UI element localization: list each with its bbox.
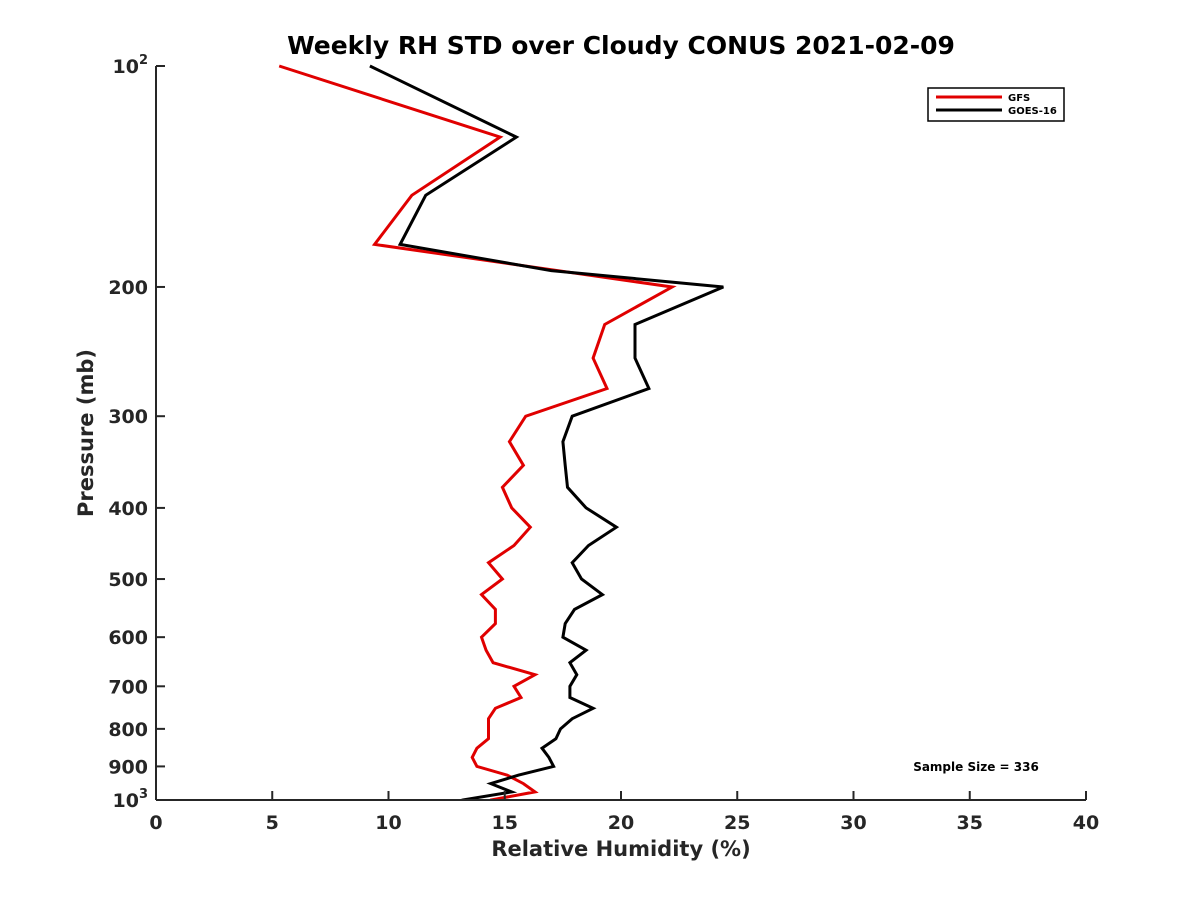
x-tick-label: 35	[957, 812, 983, 834]
legend: GFS GOES-16	[927, 87, 1065, 122]
x-tick-label: 10	[375, 812, 401, 834]
y-tick-label: 900	[108, 756, 148, 778]
legend-label-goes16: GOES-16	[1008, 106, 1057, 117]
y-tick-label: 300	[108, 406, 148, 428]
x-tick-label: 40	[1073, 812, 1099, 834]
y-tick-label: 400	[108, 498, 148, 520]
sample-size-annotation: Sample Size = 336	[913, 760, 1039, 774]
chart-title: Weekly RH STD over Cloudy CONUS 2021-02-…	[287, 31, 955, 60]
y-tick-label: 500	[108, 569, 148, 591]
x-tick-label: 30	[840, 812, 866, 834]
legend-label-gfs: GFS	[1008, 93, 1030, 104]
y-tick-label: 102	[113, 53, 149, 78]
x-tick-label: 5	[266, 812, 279, 834]
x-tick-label: 20	[608, 812, 634, 834]
series-layer	[278, 64, 724, 800]
series-line-goes16	[369, 64, 724, 800]
y-tick-label: 200	[108, 277, 148, 299]
y-tick-label: 103	[113, 787, 149, 812]
x-tick-label: 0	[149, 812, 162, 834]
series-line-gfs	[278, 64, 677, 800]
x-tick-label: 25	[724, 812, 750, 834]
y-tick-label: 600	[108, 627, 148, 649]
y-axis-ticks: 102 200 300 400 500 600 700 800 900 103	[108, 53, 165, 812]
y-tick-label: 800	[108, 719, 148, 741]
y-axis-label: Pressure (mb)	[74, 349, 98, 517]
y-tick-label: 700	[108, 676, 148, 698]
x-axis-label: Relative Humidity (%)	[491, 837, 750, 861]
legend-box	[927, 87, 1065, 122]
x-tick-label: 15	[492, 812, 518, 834]
x-axis-ticks: 0 5 10 15 20 25 30 35 40	[149, 791, 1099, 834]
